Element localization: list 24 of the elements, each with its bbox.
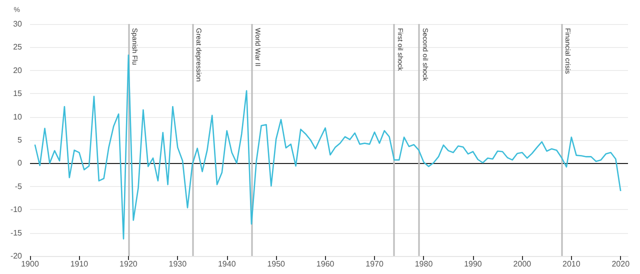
x-tick-label: 1950 — [267, 260, 286, 268]
y-tick-label: 15 — [13, 89, 23, 98]
x-tick-label: 2010 — [562, 260, 581, 268]
y-tick-label: -10 — [10, 205, 23, 214]
x-tick-label: 1930 — [168, 260, 188, 268]
x-tick-label: 1910 — [70, 260, 89, 268]
y-tick-label: 25 — [13, 42, 23, 52]
x-tick-label: 1960 — [316, 260, 335, 268]
y-tick-label: -5 — [14, 182, 23, 191]
x-tick-label: 1970 — [366, 260, 384, 268]
y-tick-label: 5 — [18, 136, 23, 144]
x-tick-label: 1940 — [218, 260, 236, 268]
x-tick-label: 2020 — [612, 260, 630, 268]
x-tick-label: 1990 — [464, 260, 482, 268]
x-tick-label: 1980 — [414, 260, 434, 268]
x-tick-label: 1900 — [21, 260, 40, 268]
y-tick-label: 0 — [18, 158, 23, 168]
y-tick-label: 30 — [13, 20, 23, 28]
x-tick-label: 1920 — [120, 260, 138, 268]
y-tick-label: 10 — [13, 112, 23, 122]
y-tick-label: 20 — [13, 66, 23, 75]
y-tick-label: -15 — [10, 228, 23, 238]
y-tick-label: -20 — [10, 252, 23, 260]
x-tick-label: 2000 — [513, 260, 532, 268]
